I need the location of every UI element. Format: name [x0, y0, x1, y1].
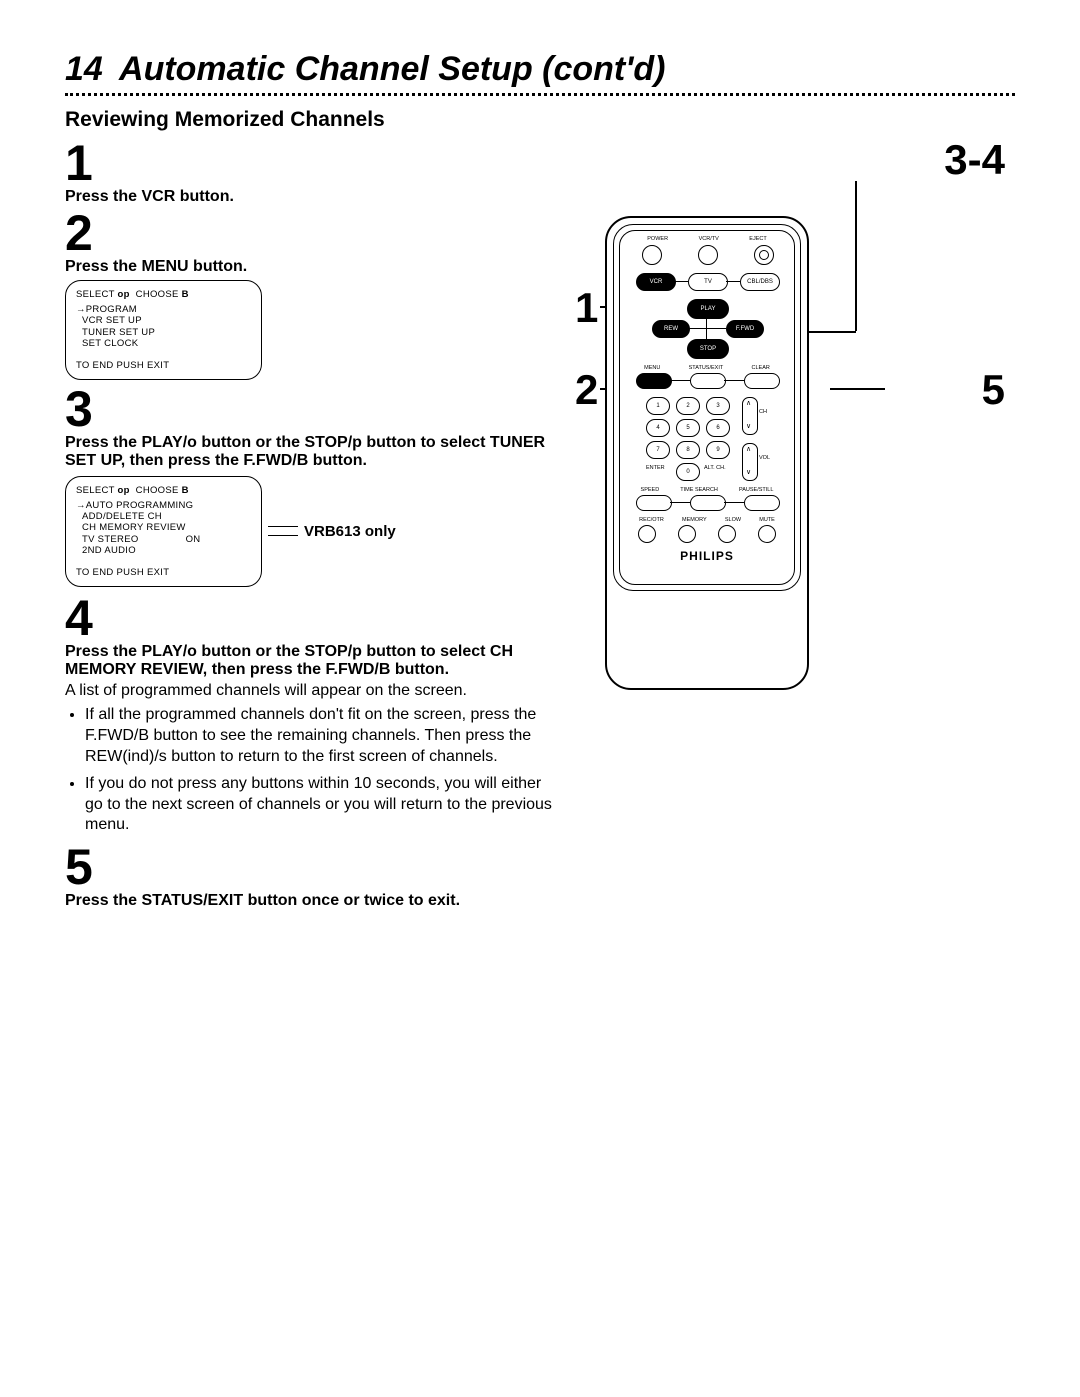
tv-button[interactable]: TV	[688, 273, 728, 291]
step-4-bullets: If all the programmed channels don't fit…	[85, 705, 555, 836]
status-exit-button[interactable]	[690, 373, 726, 389]
ch-rocker[interactable]	[742, 397, 758, 435]
step-5-text: Press the STATUS/EXIT button once or twi…	[65, 892, 555, 910]
columns: 1 Press the VCR button. 2 Press the MENU…	[65, 136, 1015, 912]
remote-row4-labels: SPEED TIME SEARCH PAUSE/STILL	[630, 487, 784, 493]
step-4-bullet-1: If all the programmed channels don't fit…	[85, 705, 555, 767]
page-number: 14	[65, 50, 103, 88]
step-4-bullet-2: If you do not press any buttons within 1…	[85, 774, 555, 836]
slow-button[interactable]	[718, 525, 736, 543]
remote-row5-labels: REC/OTR MEMORY SLOW MUTE	[630, 517, 784, 523]
title-divider	[65, 93, 1015, 96]
step-4-number: 4	[65, 593, 555, 643]
callout-3-4: 3-4	[944, 136, 1005, 184]
remote-wrap: POWER VCR/TV EJECT VCR TV CBL	[605, 216, 1015, 690]
rew-button[interactable]: REW	[652, 320, 690, 338]
osd-1-lines: →PROGRAM VCR SET UP TUNER SET UP SET CLO…	[82, 304, 251, 350]
memory-button[interactable]	[678, 525, 696, 543]
digit-2[interactable]: 2	[676, 397, 700, 415]
stop-button[interactable]: STOP	[687, 339, 729, 359]
digit-0[interactable]: 0	[676, 463, 700, 481]
time-search-button[interactable]	[690, 495, 726, 511]
digit-6[interactable]: 6	[706, 419, 730, 437]
osd-2-footer: TO END PUSH EXIT	[76, 567, 251, 578]
osd-2-note: VRB613 only	[304, 523, 396, 540]
power-button[interactable]	[642, 245, 662, 265]
osd-2: SELECT op CHOOSE B →AUTO PROGRAMMING ADD…	[65, 476, 262, 587]
step-5-number: 5	[65, 842, 555, 892]
digit-5[interactable]: 5	[676, 419, 700, 437]
step-4-text: Press the PLAY/o button or the STOP/p bu…	[65, 643, 555, 679]
step-1-text: Press the VCR button.	[65, 188, 555, 206]
page-title: 14 Automatic Channel Setup (cont'd)	[65, 50, 1015, 89]
remote-brand: PHILIPS	[607, 549, 807, 563]
step-4-body: A list of programmed channels will appea…	[65, 681, 555, 702]
play-button[interactable]: PLAY	[687, 299, 729, 319]
osd-2-lines: →AUTO PROGRAMMING ADD/DELETE CH CH MEMOR…	[82, 500, 251, 557]
speed-button[interactable]	[636, 495, 672, 511]
digit-4[interactable]: 4	[646, 419, 670, 437]
step-2-number: 2	[65, 208, 555, 258]
subtitle: Reviewing Memorized Channels	[65, 108, 1015, 132]
osd-2-header: SELECT op CHOOSE B	[76, 485, 251, 496]
step-3-number: 3	[65, 384, 555, 434]
menu-button[interactable]	[636, 373, 672, 389]
digit-9[interactable]: 9	[706, 441, 730, 459]
remote-row3-labels: MENU STATUS/EXIT CLEAR	[630, 365, 784, 371]
vcr-button[interactable]: VCR	[636, 273, 676, 291]
osd-2-row: SELECT op CHOOSE B →AUTO PROGRAMMING ADD…	[65, 472, 555, 591]
vol-rocker[interactable]	[742, 443, 758, 481]
remote: POWER VCR/TV EJECT VCR TV CBL	[605, 216, 809, 690]
mute-button[interactable]	[758, 525, 776, 543]
osd-2-leader	[268, 526, 298, 536]
digit-8[interactable]: 8	[676, 441, 700, 459]
step-2-text: Press the MENU button.	[65, 258, 555, 276]
osd-1-header: SELECT op CHOOSE B	[76, 289, 251, 300]
digit-3[interactable]: 3	[706, 397, 730, 415]
osd-1: SELECT op CHOOSE B →PROGRAM VCR SET UP T…	[65, 280, 262, 380]
remote-row1-labels: POWER VCR/TV EJECT	[632, 236, 782, 242]
digit-1[interactable]: 1	[646, 397, 670, 415]
callout-1: 1	[575, 284, 598, 332]
page-title-text: Automatic Channel Setup (cont'd)	[119, 50, 665, 88]
clear-button[interactable]	[744, 373, 780, 389]
ffwd-button[interactable]: F.FWD	[726, 320, 764, 338]
right-column: 3-4 1 2 5 POWER VCR/T	[575, 136, 1015, 836]
cbl-dbs-button[interactable]: CBL/DBS	[740, 273, 780, 291]
callout-2: 2	[575, 366, 598, 414]
osd-1-footer: TO END PUSH EXIT	[76, 360, 251, 371]
rec-otr-button[interactable]	[638, 525, 656, 543]
page: 14 Automatic Channel Setup (cont'd) Revi…	[0, 0, 1080, 962]
digit-7[interactable]: 7	[646, 441, 670, 459]
vcr-tv-button[interactable]	[698, 245, 718, 265]
left-column: 1 Press the VCR button. 2 Press the MENU…	[65, 136, 555, 912]
step-3-text: Press the PLAY/o button or the STOP/p bu…	[65, 434, 555, 470]
step-1-number: 1	[65, 138, 555, 188]
pause-still-button[interactable]	[744, 495, 780, 511]
remote-inner: POWER VCR/TV EJECT VCR TV CBL	[613, 224, 801, 591]
eject-button[interactable]	[754, 245, 774, 265]
